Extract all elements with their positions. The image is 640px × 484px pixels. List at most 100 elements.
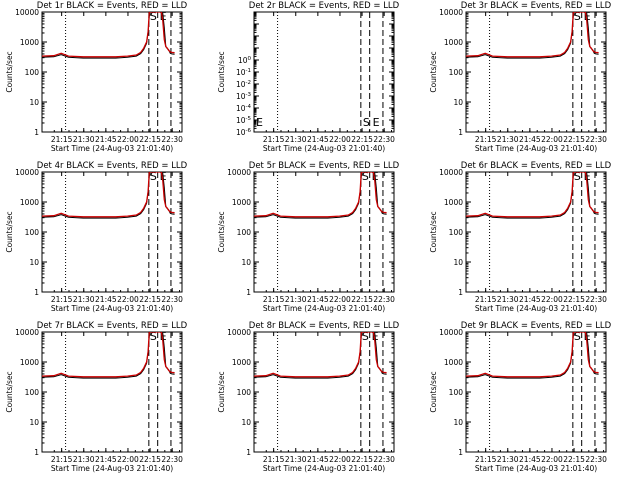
x-tick-label: 22:30	[373, 295, 395, 304]
x-axis-label: Start Time (24-Aug-03 21:01:40)	[475, 464, 597, 473]
y-tick-label: 10-1	[236, 68, 251, 77]
y-tick-label: 1000	[20, 198, 39, 207]
y-tick-label: 1	[458, 128, 463, 137]
x-tick-label: 21:45	[95, 135, 117, 144]
x-tick-label: 21:45	[519, 455, 541, 464]
lld-line	[466, 332, 599, 378]
panel-title: Det 9r BLACK = Events, RED = LLD	[461, 321, 612, 331]
panel-title: Det 2r BLACK = Events, RED = LLD	[249, 1, 400, 11]
x-tick-label: 21:15	[51, 295, 73, 304]
x-tick-label: 22:00	[541, 295, 563, 304]
plot-frame	[253, 171, 395, 293]
y-tick-label: 10-6	[236, 128, 252, 137]
x-tick-label: 22:00	[329, 295, 351, 304]
x-tick-label: 21:30	[497, 295, 519, 304]
y-tick-label: 10	[29, 418, 39, 427]
y-tick-label: 100	[25, 68, 40, 77]
y-tick-label: 10000	[439, 328, 463, 337]
x-axis-label: Start Time (24-Aug-03 21:01:40)	[51, 304, 173, 313]
y-tick-label: 100	[449, 68, 464, 77]
plot-frame	[465, 11, 607, 133]
x-tick-label: 21:45	[519, 135, 541, 144]
x-tick-label: 21:45	[307, 295, 329, 304]
y-tick-label: 100	[237, 388, 252, 397]
x-tick-label: 22:15	[139, 295, 161, 304]
y-axis-label: Counts/sec	[429, 211, 438, 252]
y-axis-label: Counts/sec	[429, 371, 438, 412]
x-tick-label: 22:00	[117, 295, 139, 304]
x-tick-label: 21:30	[497, 135, 519, 144]
start-marker-label: S	[150, 170, 157, 183]
y-tick-label: 1	[246, 288, 251, 297]
y-tick-label: 1	[34, 288, 39, 297]
y-tick-label: 10	[241, 258, 251, 267]
x-axis-label: Start Time (24-Aug-03 21:01:40)	[51, 464, 173, 473]
y-tick-label: 1000	[444, 358, 463, 367]
x-tick-label: 22:30	[373, 135, 395, 144]
x-tick-label: 21:30	[497, 455, 519, 464]
x-tick-label: 22:15	[139, 135, 161, 144]
x-tick-label: 21:15	[263, 455, 285, 464]
x-tick-label: 22:30	[161, 455, 183, 464]
panel-title: Det 3r BLACK = Events, RED = LLD	[461, 1, 612, 11]
start-marker-label: S	[574, 330, 581, 343]
start-marker-label: S	[362, 170, 369, 183]
y-tick-label: 10	[453, 98, 463, 107]
x-tick-label: 21:15	[475, 455, 497, 464]
start-marker-label: S	[362, 330, 369, 343]
panel-title: Det 8r BLACK = Events, RED = LLD	[249, 321, 400, 331]
x-tick-label: 22:15	[351, 295, 373, 304]
x-tick-label: 21:45	[307, 455, 329, 464]
y-tick-label: 100	[449, 388, 464, 397]
x-tick-label: 21:30	[285, 455, 307, 464]
y-tick-label: 100	[449, 228, 464, 237]
start-marker-label: S	[574, 10, 581, 23]
y-axis-label: Counts/sec	[5, 371, 14, 412]
y-tick-label: 10000	[15, 168, 39, 177]
x-tick-label: 21:15	[263, 295, 285, 304]
y-axis-label: Counts/sec	[217, 211, 226, 252]
y-tick-label: 10000	[227, 168, 251, 177]
lld-line	[466, 172, 599, 218]
y-tick-label: 10000	[439, 8, 463, 17]
x-tick-label: 22:15	[563, 295, 585, 304]
plot-frame	[253, 11, 395, 133]
x-tick-label: 21:45	[95, 295, 117, 304]
lld-line	[466, 12, 599, 58]
x-tick-label: 22:30	[161, 135, 183, 144]
x-axis-label: Start Time (24-Aug-03 21:01:40)	[475, 304, 597, 313]
y-tick-label: 1000	[20, 358, 39, 367]
plot-frame	[465, 171, 607, 293]
end-marker-label: E	[373, 116, 380, 129]
y-tick-label: 10000	[439, 168, 463, 177]
x-tick-label: 22:00	[541, 455, 563, 464]
panel-title: Det 6r BLACK = Events, RED = LLD	[461, 161, 612, 171]
panel-title: Det 4r BLACK = Events, RED = LLD	[37, 161, 188, 171]
x-tick-label: 22:00	[117, 135, 139, 144]
plot-frame	[253, 331, 395, 453]
x-axis-label: Start Time (24-Aug-03 21:01:40)	[263, 304, 385, 313]
x-tick-label: 21:15	[51, 135, 73, 144]
x-tick-label: 21:30	[73, 295, 95, 304]
y-tick-label: 1000	[444, 198, 463, 207]
panel-title: Det 7r BLACK = Events, RED = LLD	[37, 321, 188, 331]
plot-frame	[465, 331, 607, 453]
y-tick-label: 1	[458, 288, 463, 297]
plot-frame	[41, 11, 183, 133]
y-tick-label: 10	[241, 418, 251, 427]
x-tick-label: 21:15	[475, 135, 497, 144]
lld-line	[42, 332, 175, 378]
y-axis-label: Counts/sec	[429, 51, 438, 92]
y-tick-label: 10-4	[236, 104, 252, 113]
y-tick-label: 10	[29, 98, 39, 107]
y-tick-label: 10000	[227, 328, 251, 337]
y-tick-label: 1	[458, 448, 463, 457]
x-tick-label: 22:15	[139, 455, 161, 464]
x-tick-label: 22:30	[585, 135, 607, 144]
